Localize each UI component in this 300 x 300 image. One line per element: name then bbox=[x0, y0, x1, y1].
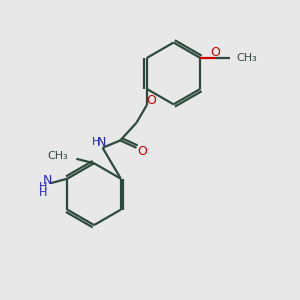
Text: H: H bbox=[39, 182, 47, 192]
Text: N: N bbox=[97, 136, 106, 149]
Text: H: H bbox=[39, 188, 47, 198]
Text: H: H bbox=[92, 137, 100, 148]
Text: O: O bbox=[146, 94, 156, 107]
Text: N: N bbox=[43, 174, 52, 187]
Text: CH₃: CH₃ bbox=[47, 152, 68, 161]
Text: O: O bbox=[210, 46, 220, 59]
Text: O: O bbox=[137, 145, 147, 158]
Text: CH₃: CH₃ bbox=[237, 53, 258, 63]
